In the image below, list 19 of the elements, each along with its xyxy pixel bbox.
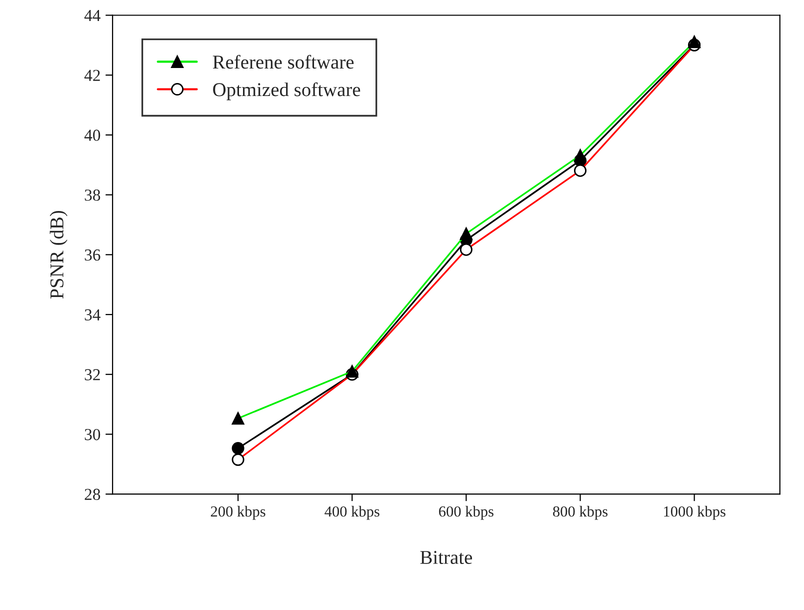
y-tick-label: 42: [84, 70, 100, 81]
x-axis-title: Bitrate: [420, 550, 472, 564]
y-tick-label: 34: [84, 309, 100, 320]
y-tick-label: 38: [84, 190, 100, 201]
legend-label: Optmized software: [213, 82, 360, 100]
legend-label: Referene software: [212, 54, 354, 69]
x-tick-label: 1000 kbps: [664, 506, 726, 520]
y-tick-label: 40: [84, 130, 100, 141]
y-tick-label: 30: [84, 428, 100, 440]
y-tick-label: 36: [84, 249, 100, 261]
y-axis-title: PSNR (dB): [50, 210, 68, 299]
y-tick-label: 32: [84, 369, 100, 380]
x-tick-label: 600 kbps: [439, 506, 494, 520]
y-tick-label: 28: [84, 488, 100, 500]
point: [232, 442, 244, 455]
y-tick-label: 44: [84, 10, 100, 22]
x-tick-label: 800 kbps: [553, 506, 608, 520]
x-tick-label: 400 kbps: [324, 506, 380, 520]
x-tick-label: 200 kbps: [210, 506, 266, 520]
